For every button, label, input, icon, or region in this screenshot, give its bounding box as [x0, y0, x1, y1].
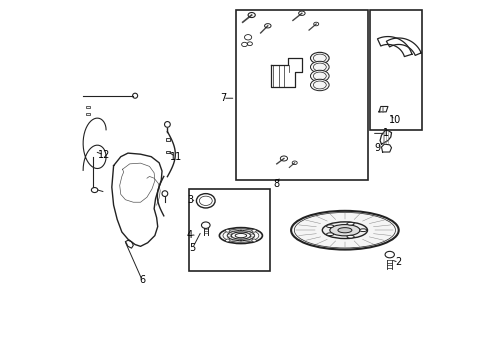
Ellipse shape	[310, 52, 328, 64]
Ellipse shape	[225, 229, 229, 232]
Text: 12: 12	[98, 150, 110, 160]
Text: 5: 5	[189, 243, 195, 253]
Ellipse shape	[329, 225, 359, 236]
Bar	[188, 189, 269, 271]
Ellipse shape	[251, 239, 256, 242]
Text: 3: 3	[186, 195, 193, 205]
Text: 4: 4	[186, 230, 193, 239]
Ellipse shape	[359, 229, 366, 231]
Ellipse shape	[310, 70, 328, 82]
Text: 6: 6	[139, 275, 145, 285]
Ellipse shape	[225, 239, 229, 242]
Bar	[165, 151, 169, 153]
Ellipse shape	[251, 229, 256, 232]
Text: 7: 7	[220, 93, 225, 103]
Ellipse shape	[326, 225, 333, 228]
Text: 2: 2	[395, 257, 401, 267]
Ellipse shape	[346, 222, 353, 225]
Text: 1: 1	[382, 129, 388, 138]
Text: 9: 9	[373, 143, 380, 153]
Bar	[86, 113, 89, 116]
Text: 8: 8	[273, 179, 279, 189]
Bar	[165, 138, 169, 140]
Ellipse shape	[290, 211, 398, 249]
Ellipse shape	[337, 228, 351, 233]
Text: 10: 10	[388, 115, 401, 125]
Ellipse shape	[310, 79, 328, 91]
Bar	[235, 10, 367, 180]
Bar	[369, 10, 421, 130]
Text: 11: 11	[169, 152, 182, 162]
Bar	[86, 106, 89, 108]
Ellipse shape	[219, 228, 262, 244]
Ellipse shape	[322, 222, 367, 239]
Ellipse shape	[326, 233, 333, 235]
Ellipse shape	[346, 235, 353, 238]
Ellipse shape	[310, 61, 328, 73]
